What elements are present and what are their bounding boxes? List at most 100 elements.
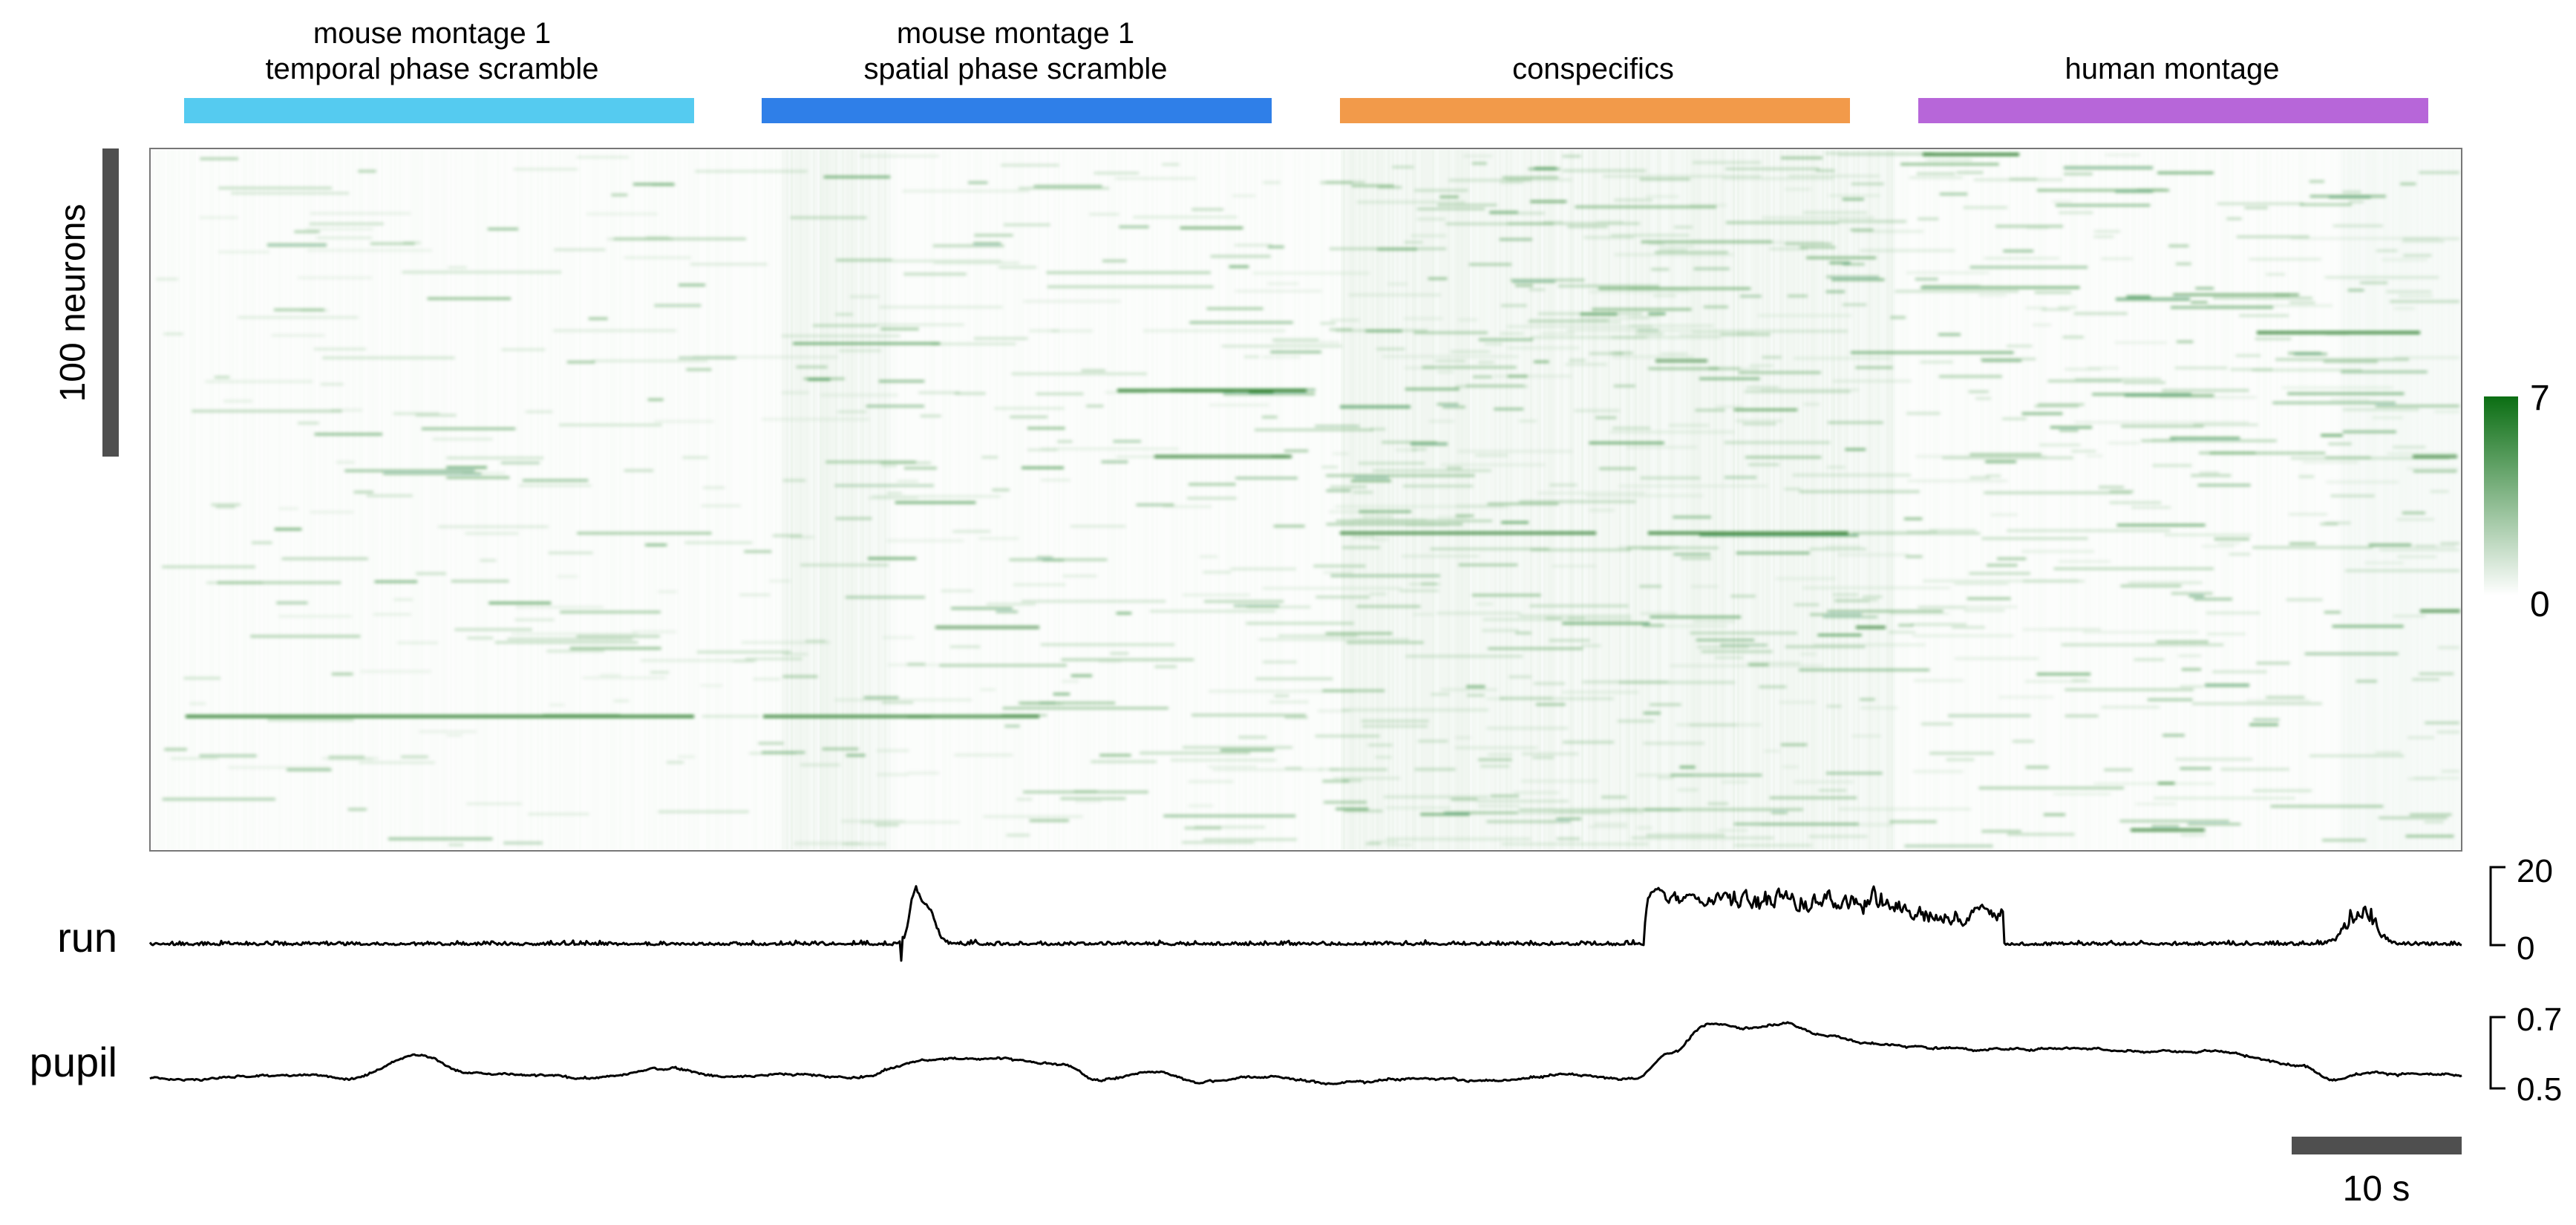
activity-streak [978,537,1019,540]
heatmap-band [450,150,452,849]
heatmap-band [169,150,171,849]
activity-streak [2105,154,2140,157]
heatmap-band [1401,150,1403,849]
heatmap-band [1443,150,1445,849]
heatmap-band [2027,150,2029,849]
heatmap-band [1802,150,1804,849]
activity-streak [2424,820,2444,823]
heatmap-band [1608,150,1610,849]
heatmap-band [786,150,788,849]
activity-streak [1143,330,1286,332]
heatmap-band [1414,150,1416,849]
activity-streak [1405,388,1459,391]
activity-streak [1574,409,1620,412]
activity-streak [1860,249,1955,252]
heatmap-band [2051,150,2053,849]
activity-streak [624,256,691,259]
heatmap-band [982,150,984,849]
activity-streak [1444,811,1518,814]
heatmap-band [272,150,274,849]
heatmap-band [1107,150,1109,849]
activity-streak [274,308,325,311]
activity-streak [2176,262,2191,265]
activity-streak [1749,365,1774,367]
activity-streak [834,484,934,487]
heatmap-band [1577,150,1579,849]
heatmap-band [1842,150,1844,849]
activity-streak [525,411,553,414]
colorbar-gradient [2484,396,2518,595]
heatmap-band [1946,150,1949,849]
heatmap-band [399,150,401,849]
heatmap-band [223,150,225,849]
heatmap-band [566,150,568,849]
activity-streak [702,486,725,489]
heatmap-band [1472,150,1474,849]
heatmap-band [234,150,236,849]
activity-streak [2333,224,2383,227]
heatmap-band [207,150,209,849]
heatmap-band [681,150,684,849]
heatmap-band [1403,150,1405,849]
heatmap-band [1784,150,1786,849]
heatmap-band [2399,150,2401,849]
activity-streak [1490,794,1520,797]
heatmap-band [1071,150,1073,849]
heatmap-band [653,150,655,849]
heatmap-band [2365,150,2367,849]
activity-streak [1650,615,1742,618]
activity-streak [1482,618,1632,621]
heatmap-band [753,150,755,849]
activity-streak [320,383,344,385]
activity-streak [876,749,909,752]
activity-streak [1385,806,1451,809]
heatmap-band [1766,150,1768,849]
activity-streak [996,610,1019,613]
activity-streak [2239,314,2289,317]
activity-streak [1828,195,1880,197]
activity-streak [328,756,365,759]
activity-streak [1099,754,1131,757]
heatmap-band [1626,150,1628,849]
heatmap-band [477,150,479,849]
heatmap-band [964,150,967,849]
heatmap-band [2145,150,2147,849]
activity-streak [875,323,964,326]
activity-streak [515,606,604,609]
activity-streak [2345,569,2459,572]
activity-streak [1320,322,1336,325]
heatmap-band [1452,150,1454,849]
heatmap-band [1274,150,1276,849]
heatmap-band [748,150,751,849]
heatmap-band [1131,150,1134,849]
activity-streak [1019,702,1116,705]
activity-streak [793,342,941,345]
activity-streak [2419,171,2459,174]
heatmap-band [2392,150,2394,849]
activity-streak [1110,652,1129,655]
activity-streak [1643,712,1661,714]
heatmap-band [568,150,570,849]
heatmap-band [1354,150,1356,849]
activity-streak [878,380,925,382]
heatmap-band [989,150,991,849]
heatmap-band [461,150,463,849]
condition-0: mouse montage 1 temporal phase scramble [184,17,694,123]
activity-streak [1478,758,1512,761]
activity-streak [1828,421,1883,424]
heatmap-band [1223,150,1225,849]
activity-streak [1617,719,1655,722]
activity-streak [1209,404,1269,407]
activity-streak [2047,379,2122,382]
activity-streak [892,260,1001,262]
heatmap-band [1002,150,1004,849]
heatmap-band [178,150,180,849]
activity-streak [2379,549,2459,552]
activity-streak [1906,412,1941,415]
activity-streak [2053,793,2111,795]
activity-streak [1707,802,1729,805]
heatmap-band [655,150,657,849]
heatmap-band [1292,150,1294,849]
activity-streak [1335,505,1510,508]
heatmap-band [519,150,521,849]
